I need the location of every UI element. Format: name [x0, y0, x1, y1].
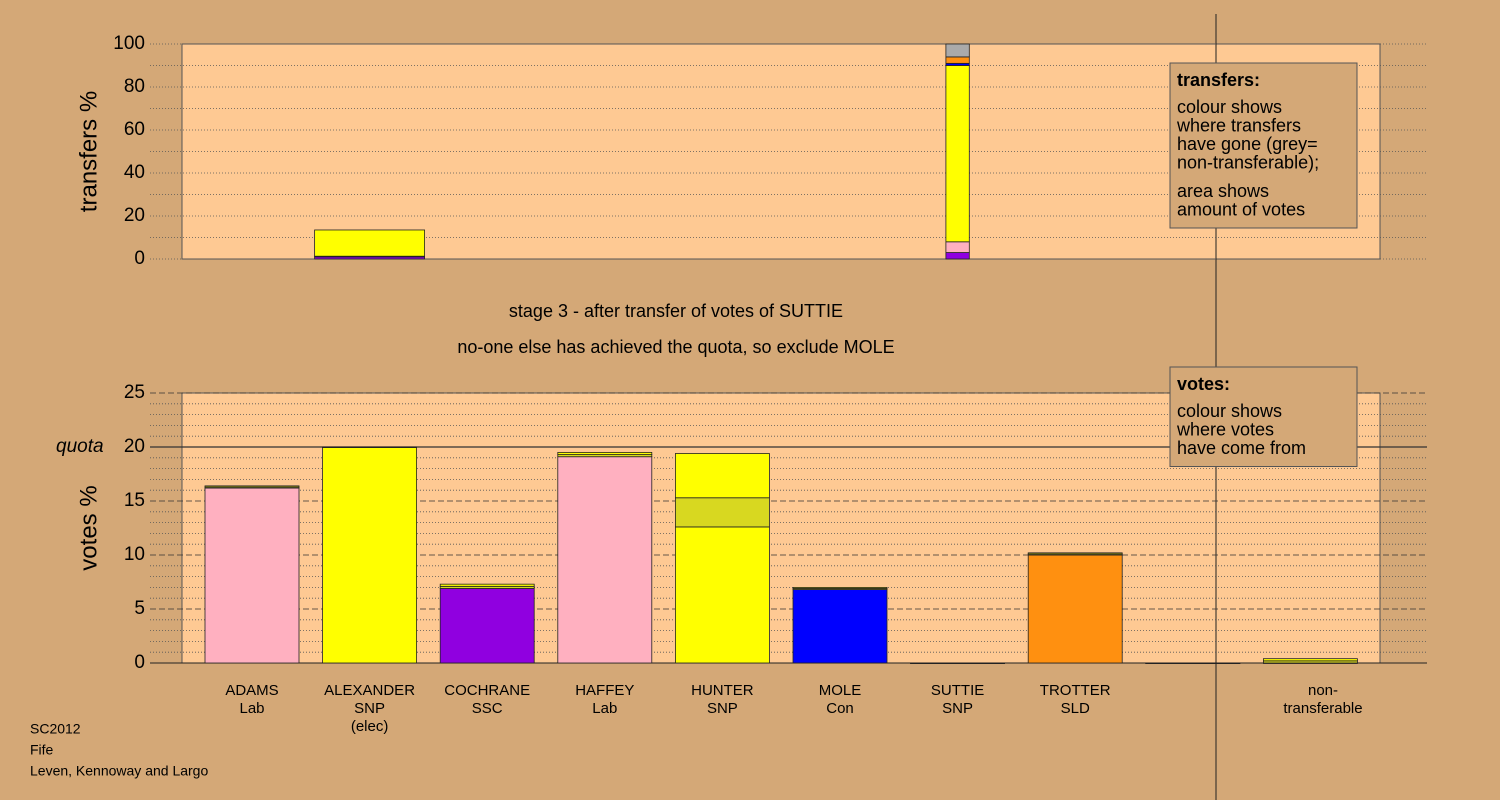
- y-tick-label: 40: [124, 162, 145, 183]
- footer-text: Fife: [30, 742, 54, 758]
- bar-segment: [792, 587, 888, 589]
- x-tick-label: COCHRANE: [444, 682, 530, 699]
- chart-subtitle: no-one else has achieved the quota, so e…: [457, 337, 894, 357]
- annotation-text: area shows: [1177, 181, 1269, 201]
- x-tick-label: Con: [826, 700, 854, 717]
- annotation-box: [1169, 62, 1358, 229]
- y-tick-label: 80: [124, 76, 145, 97]
- bar-segment: [945, 65, 970, 243]
- x-tick-label: (elec): [351, 718, 389, 735]
- bar-segment: [910, 662, 1005, 664]
- bar-segment: [792, 589, 888, 664]
- x-tick-label: SSC: [472, 700, 503, 717]
- x-tick-label: Lab: [239, 700, 264, 717]
- footer-text: SC2012: [30, 721, 81, 737]
- bar-segment: [204, 487, 300, 664]
- bar-segment: [1027, 552, 1123, 555]
- bar-segment: [945, 241, 970, 253]
- x-tick-label: TROTTER: [1040, 682, 1111, 699]
- bar-segment: [1145, 662, 1241, 664]
- y-tick-label: 25: [124, 382, 145, 403]
- annotation-text: have come from: [1177, 438, 1306, 458]
- x-tick-label: MOLE: [819, 682, 862, 699]
- x-tick-label: transferable: [1283, 700, 1362, 717]
- y-tick-label: 100: [113, 33, 145, 54]
- x-tick-label: HAFFEY: [575, 682, 634, 699]
- bar-segment: [945, 56, 970, 64]
- footer-text: Leven, Kennoway and Largo: [30, 763, 208, 779]
- annotation-box: [1169, 366, 1358, 467]
- bar-segment: [204, 485, 300, 488]
- x-tick-label: ALEXANDER: [324, 682, 415, 699]
- x-tick-label: SUTTIE: [931, 682, 984, 699]
- bar-segment: [322, 446, 418, 664]
- y-tick-label: 20: [124, 205, 145, 226]
- chart-title: stage 3 - after transfer of votes of SUT…: [509, 301, 843, 321]
- bar-segment: [314, 229, 425, 257]
- annotation-text: amount of votes: [1177, 199, 1305, 219]
- bar-segment: [675, 453, 770, 499]
- annotation-text: non-transferable);: [1177, 152, 1319, 172]
- annotation-title: transfers:: [1177, 70, 1260, 90]
- bar-segment: [1027, 554, 1123, 664]
- bar-segment: [1263, 658, 1358, 662]
- bar-segment: [439, 588, 535, 664]
- quota-label: quota: [56, 436, 104, 457]
- y-tick-label: 15: [124, 490, 145, 511]
- x-tick-label: HUNTER: [691, 682, 754, 699]
- bar-segment: [322, 446, 418, 448]
- x-tick-label: SNP: [354, 700, 385, 717]
- x-tick-label: ADAMS: [225, 682, 278, 699]
- y-tick-label: 10: [124, 544, 145, 565]
- bar-segment: [675, 497, 770, 528]
- bar-segment: [945, 43, 970, 58]
- y-axis-label: transfers %: [75, 91, 102, 212]
- annotation-text: where votes: [1176, 419, 1274, 439]
- annotation-title: votes:: [1177, 374, 1230, 394]
- x-tick-label: SNP: [707, 700, 738, 717]
- bar-segment: [557, 451, 653, 455]
- bar-segment: [557, 456, 653, 664]
- y-tick-label: 0: [134, 248, 145, 269]
- x-tick-label: Lab: [592, 700, 617, 717]
- y-tick-label: 5: [134, 598, 145, 619]
- annotation-text: have gone (grey=: [1177, 134, 1318, 154]
- y-tick-label: 20: [124, 436, 145, 457]
- x-tick-label: SNP: [942, 700, 973, 717]
- x-tick-label: non-: [1308, 682, 1338, 699]
- bar-segment: [439, 583, 535, 587]
- bar-segment: [945, 252, 970, 260]
- annotation-text: colour shows: [1177, 97, 1282, 117]
- y-tick-label: 60: [124, 119, 145, 140]
- annotation-text: colour shows: [1177, 401, 1282, 421]
- bar-segment: [675, 526, 770, 664]
- annotation-text: where transfers: [1176, 115, 1301, 135]
- y-axis-label: votes %: [75, 485, 102, 570]
- x-tick-label: SLD: [1061, 700, 1090, 717]
- y-tick-label: 0: [134, 652, 145, 673]
